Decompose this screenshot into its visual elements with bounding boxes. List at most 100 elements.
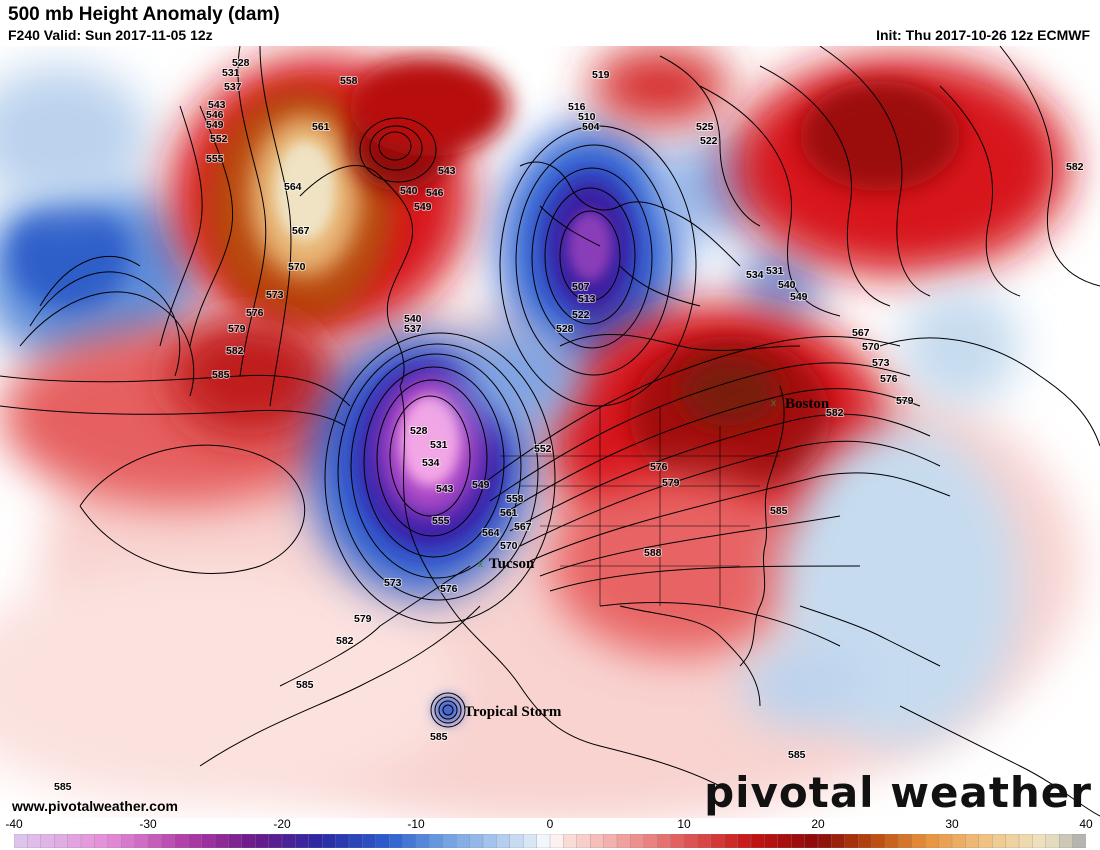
colorbar-swatch [925,834,940,848]
colorbar-swatch [603,834,618,848]
contour-label: 519 [592,69,610,81]
colorbar-swatch [697,834,712,848]
contour-label: 561 [312,121,330,133]
colorbar-swatch [804,834,819,848]
colorbar-swatch [898,834,913,848]
colorbar-swatch [657,834,672,848]
contour-label: 528 [556,323,574,335]
colorbar-swatch [161,834,176,848]
contour-label: 585 [212,369,230,381]
anomaly-map: 528 531 537 543 546 549 552 555 558 561 … [0,46,1100,818]
contour-label: 570 [862,341,880,353]
contour-label: 555 [432,515,450,527]
colorbar-swatch [456,834,471,848]
contour-label: 534 [746,269,764,281]
contour-label: 543 [438,165,456,177]
colorbar-swatch [1018,834,1034,848]
colorbar-swatch [737,834,752,848]
colorbar-swatch [1059,834,1074,848]
contour-label: 540 [778,279,796,291]
contour-label: 552 [210,133,228,145]
contour-label: 567 [852,327,870,339]
contour-label: 549 [414,201,432,213]
contour-label: 528 [232,57,250,69]
contour-label: 567 [292,225,310,237]
colorbar-tick-label: -10 [407,817,425,831]
colorbar-tick-label: -20 [273,817,291,831]
colorbar-swatch [335,834,350,848]
boston-marker-icon: x [771,398,776,409]
colorbar-swatch [228,834,243,848]
colorbar-swatch [576,834,591,848]
colorbar-swatch [1072,834,1086,848]
colorbar-swatch [683,834,699,848]
colorbar-tick-label: 0 [546,817,554,831]
contour-label: 540 [404,313,422,325]
contour-label: 582 [1066,161,1084,173]
contour-label: 573 [266,289,284,301]
contour-label: 576 [440,583,458,595]
colorbar-swatch [201,834,216,848]
colorbar-tick-label: -30 [139,817,157,831]
colorbar-swatch [1045,834,1060,848]
contour-label: 570 [500,540,518,552]
colorbar-swatch [1032,834,1047,848]
contour-label: 570 [288,261,306,273]
contour-label: 576 [246,307,264,319]
contour-label: 582 [826,407,844,419]
contour-label: 531 [222,67,240,79]
colorbar-swatch [268,834,283,848]
contour-label: 567 [514,521,532,533]
colorbar-swatch [549,834,565,848]
coastlines [299,161,1100,817]
city-label-tucson: Tucson [489,556,535,572]
colorbar-swatch [281,834,297,848]
colorbar-swatch [817,834,833,848]
colorbar-swatch [951,834,967,848]
contour-label: 522 [700,135,718,147]
colorbar-swatch [764,834,779,848]
colorbar-swatch [40,834,55,848]
contour-label: 579 [228,323,246,335]
colorbar-swatch [442,834,457,848]
colorbar-swatch [536,834,551,848]
colorbar-swatch [308,834,323,848]
colorbar-swatch [616,834,632,848]
colorbar-swatch [54,834,69,848]
colorbar [14,834,1086,848]
colorbar-swatch [1005,834,1020,848]
colorbar-swatch [563,834,578,848]
contour-label: 516 [568,101,586,113]
colorbar-swatch [67,834,82,848]
contour-label: 528 [410,425,428,437]
contour-label: 546 [426,187,444,199]
contour-label: 561 [500,507,518,519]
contour-label: 504 [582,121,600,133]
contour-label: 555 [206,153,224,165]
contour-label: 543 [208,99,226,111]
contour-label: 579 [662,477,680,489]
contour-label: 513 [578,293,596,305]
colorbar-swatch [871,834,886,848]
contour-label: 537 [224,81,242,93]
height-contours [0,46,1100,767]
colorbar-tick-label: 30 [945,817,959,831]
colorbar-swatch [429,834,444,848]
colorbar-swatch [188,834,203,848]
colorbar-tick-label: 40 [1079,817,1093,831]
contour-label: 537 [404,323,422,335]
colorbar-swatch [362,834,377,848]
contour-label: 507 [572,281,590,293]
contour-label: 558 [506,493,524,505]
colorbar-swatch [858,834,873,848]
contour-label: 540 [400,185,418,197]
contour-label: 534 [422,457,440,469]
contour-label: 585 [296,679,314,691]
colorbar-swatch [134,834,149,848]
colorbar-swatch [643,834,658,848]
contour-label: 585 [430,731,448,743]
contour-labels: 528 531 537 543 546 549 552 555 558 561 … [53,56,1085,794]
map-header: 500 mb Height Anomaly (dam) F240 Valid: … [0,0,1100,46]
colorbar-swatch [107,834,122,848]
contour-label: 522 [572,309,590,321]
